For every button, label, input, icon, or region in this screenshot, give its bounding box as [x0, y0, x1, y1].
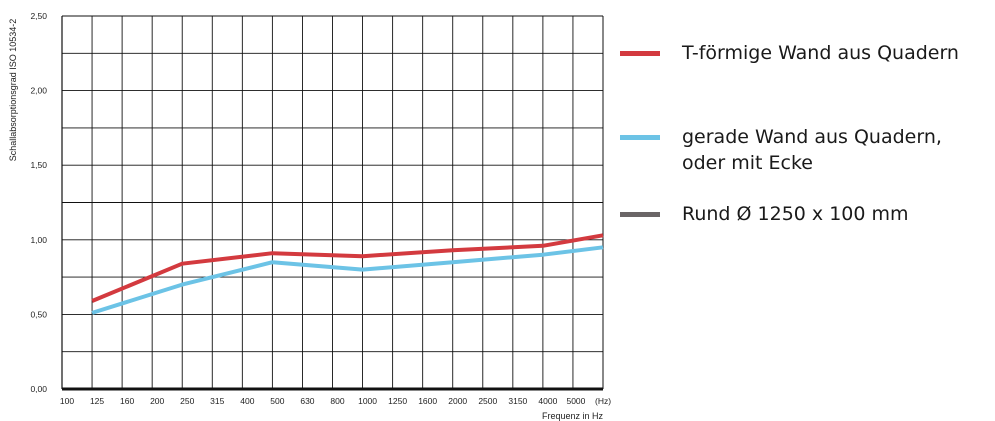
legend-item-t-wall: T-förmige Wand aus Quadern — [620, 40, 959, 66]
y-tick-label: 0,50 — [30, 309, 47, 319]
x-tick-label: 200 — [150, 396, 164, 406]
x-tick-label: 2000 — [448, 396, 467, 406]
legend-swatch-gray — [620, 212, 660, 217]
x-tick-label: 4000 — [538, 396, 557, 406]
x-tick-label: 3150 — [508, 396, 527, 406]
legend-swatch-blue — [620, 135, 660, 140]
y-tick-label: 0,00 — [30, 384, 47, 394]
legend-swatch-red — [620, 51, 660, 56]
x-tick-label: 400 — [240, 396, 254, 406]
x-tick-label: 1250 — [388, 396, 407, 406]
x-tick-label: 100 — [60, 396, 74, 406]
legend-item-round: Rund Ø 1250 x 100 mm — [620, 201, 909, 227]
series-line-1 — [91, 245, 604, 315]
y-axis-label: Schallabsorptionsgrad ISO 10534-2 — [8, 19, 18, 162]
legend-label: T-förmige Wand aus Quadern — [682, 42, 959, 64]
x-tick-label: 1600 — [418, 396, 437, 406]
x-tick-label: 160 — [120, 396, 134, 406]
legend-label: Rund Ø 1250 x 100 mm — [682, 203, 909, 225]
x-tick-label: 2500 — [478, 396, 497, 406]
x-tick-label: 250 — [180, 396, 194, 406]
x-tick-label: 1000 — [358, 396, 377, 406]
chart-grid — [62, 15, 603, 389]
y-tick-labels: 0,00 0,50 1,00 1,50 2,00 2,50 — [30, 11, 47, 394]
x-tick-label: 5000 — [566, 396, 585, 406]
x-tick-label: 800 — [330, 396, 344, 406]
x-tick-label: 500 — [270, 396, 284, 406]
x-axis-label: Frequenz in Hz — [542, 411, 604, 421]
x-tick-labels: 100 125 160 200 250 315 400 500 630 800 1000 1250 16… — [60, 396, 611, 406]
x-tick-label: 630 — [300, 396, 314, 406]
legend-item-straight-wall: gerade Wand aus Quadern, oder mit Ecke — [620, 124, 942, 176]
y-tick-label: 1,50 — [30, 160, 47, 170]
chart-series-lines — [91, 233, 604, 315]
x-tick-label: 315 — [210, 396, 224, 406]
y-tick-label: 2,50 — [30, 11, 47, 21]
y-tick-label: 2,00 — [30, 86, 47, 96]
chart-legend: T-förmige Wand aus Quadern gerade Wand a… — [620, 0, 995, 421]
chart-axes — [61, 15, 604, 391]
series-line-0 — [91, 233, 604, 303]
x-unit-label: (Hz) — [595, 396, 611, 406]
legend-label: gerade Wand aus Quadern, oder mit Ecke — [682, 126, 942, 174]
absorption-chart: 0,00 0,50 1,00 1,50 2,00 2,50 100 125 160 200 250… — [8, 11, 611, 421]
x-tick-label: 125 — [90, 396, 104, 406]
y-tick-label: 1,00 — [30, 235, 47, 245]
